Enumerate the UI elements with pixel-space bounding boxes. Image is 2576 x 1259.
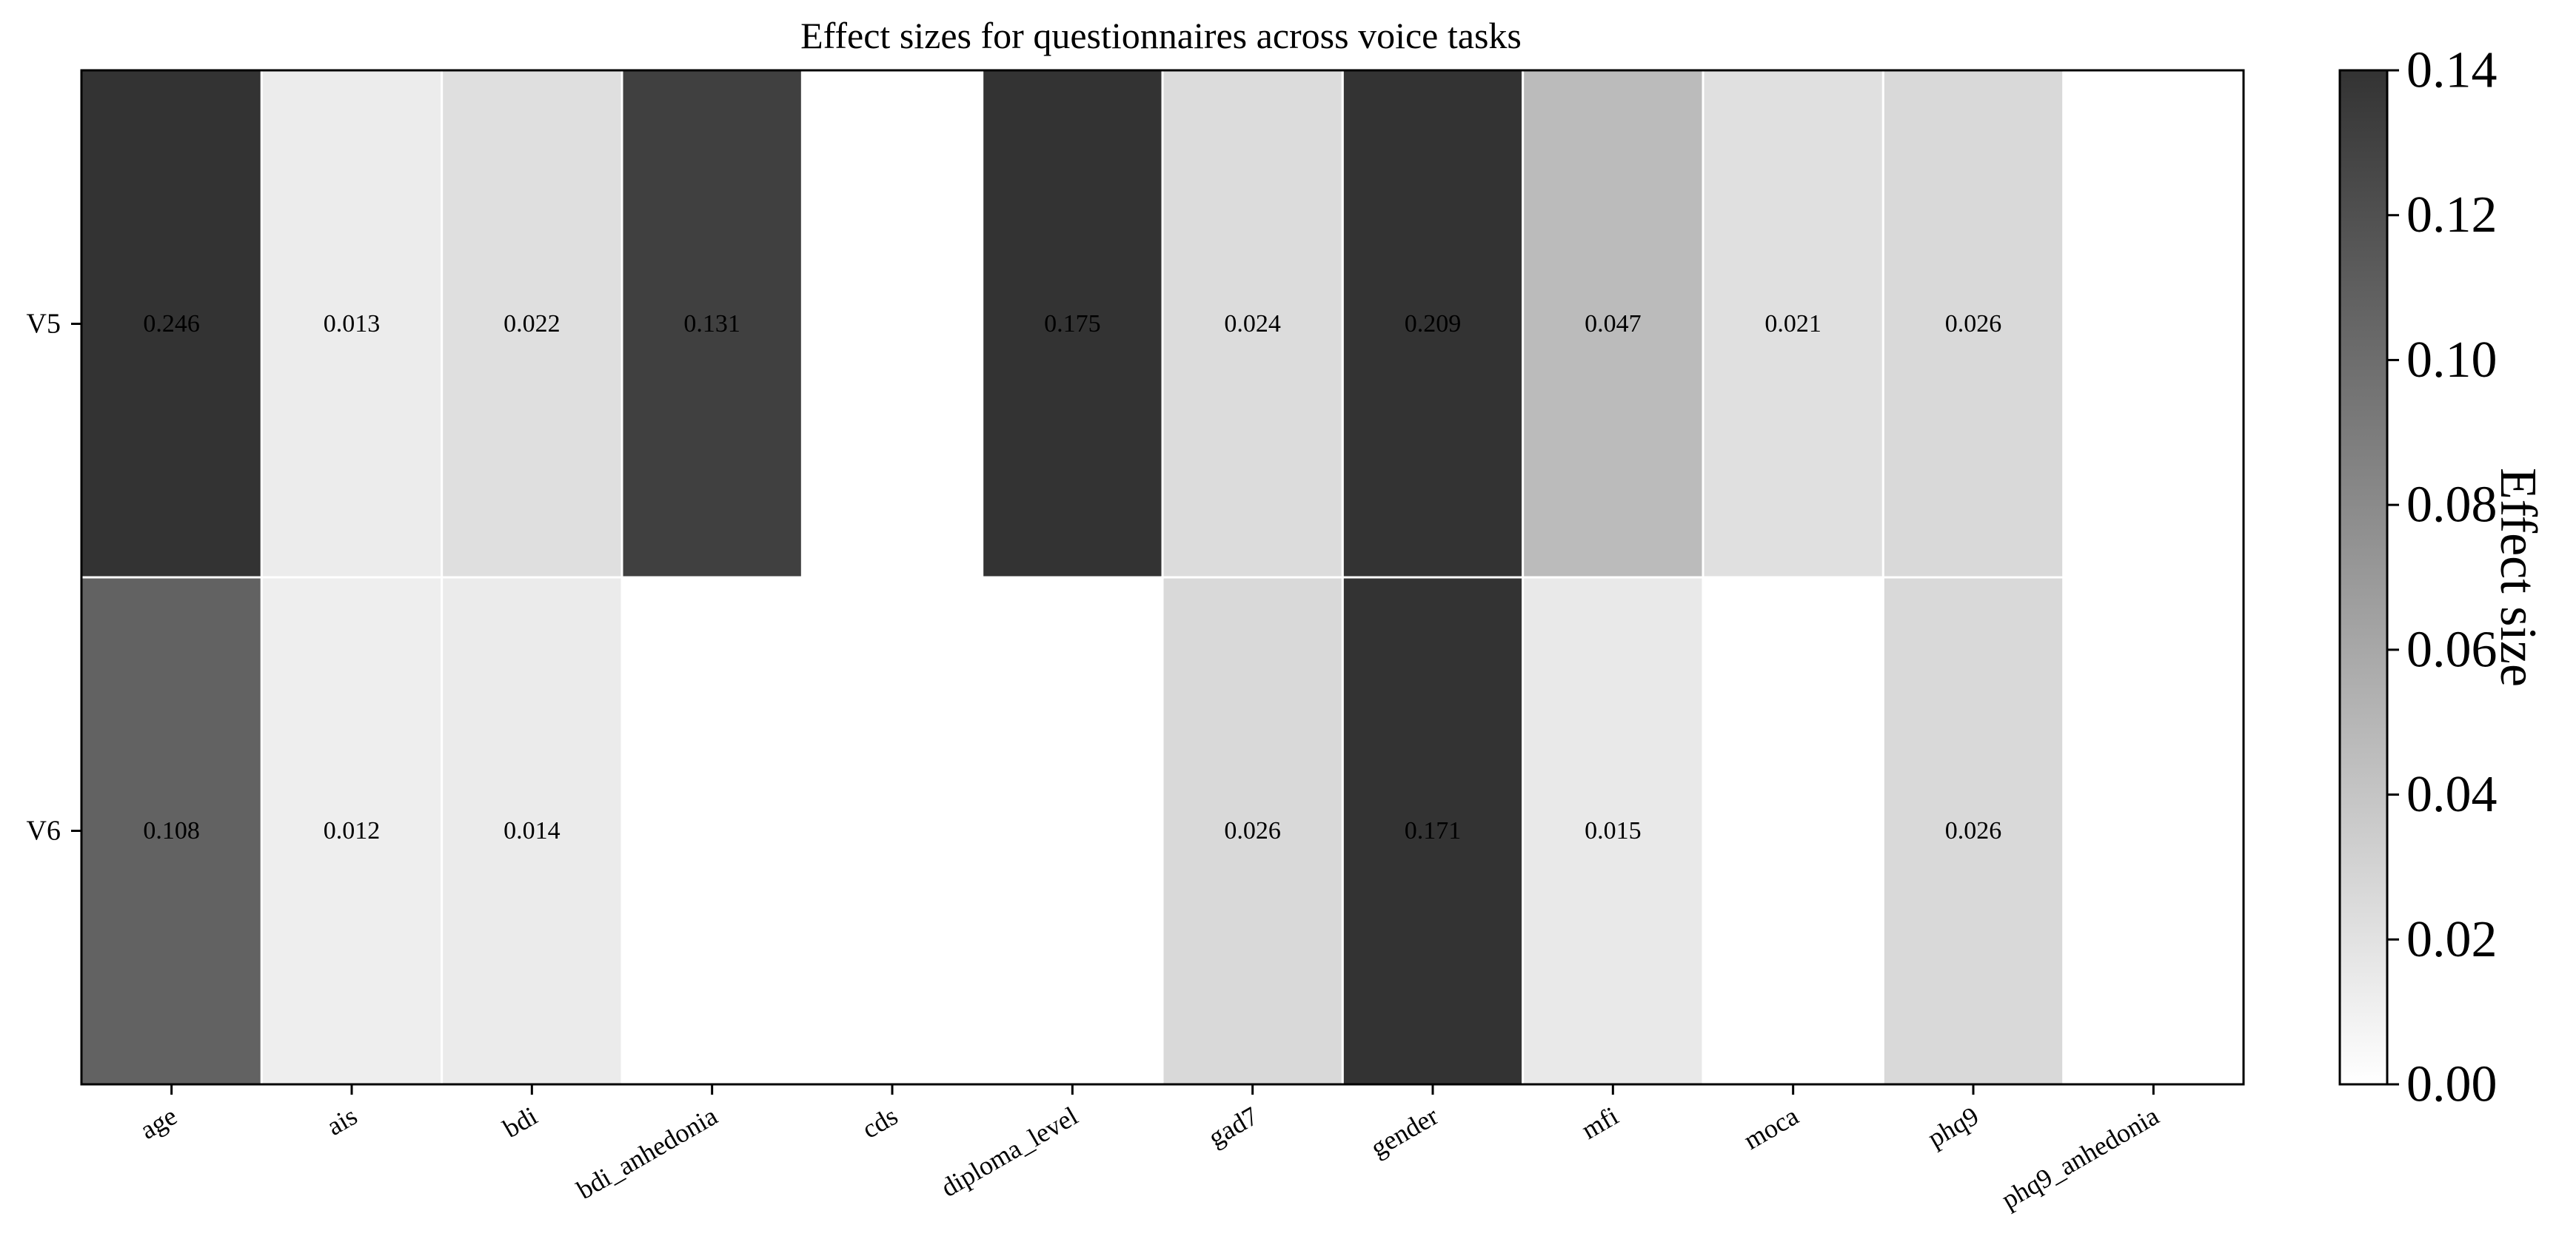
heatmap-cell [981, 69, 1164, 579]
heatmap-cell [1341, 576, 1525, 1086]
x-tick-label: moca [1739, 1101, 1804, 1155]
heatmap-cell [1881, 69, 2065, 579]
colorbar-tick-label: 0.08 [2406, 477, 2498, 534]
cell-value-label: 0.015 [1585, 817, 1642, 845]
cell-value-label: 0.012 [324, 817, 381, 845]
colorbar-tick-label: 0.00 [2406, 1056, 2498, 1113]
cell-value-label: 0.171 [1405, 817, 1462, 845]
plot-frame [80, 69, 2245, 1086]
heatmap-cell [1161, 69, 1344, 579]
x-tick-label: diploma_level [936, 1101, 1083, 1203]
cell-value-label: 0.026 [1224, 817, 1281, 845]
colorbar-tick-label: 0.12 [2406, 187, 2498, 244]
x-tick-label: ais [321, 1101, 362, 1141]
colorbar-tick-label: 0.02 [2406, 911, 2498, 968]
cell-value-label: 0.047 [1585, 310, 1642, 338]
heatmap-cell [620, 69, 803, 579]
cell-value-label: 0.021 [1764, 310, 1821, 338]
cell-value-label: 0.108 [143, 817, 200, 845]
cell-value-label: 0.026 [1945, 310, 2002, 338]
colorbar-tick-label: 0.10 [2406, 332, 2498, 389]
cell-value-label: 0.014 [504, 817, 561, 845]
heatmap-cell [260, 69, 444, 579]
heatmap-cell [441, 576, 623, 1086]
colorbar-tick-label: 0.06 [2406, 621, 2498, 678]
x-tick-label: phq9 [1923, 1101, 1984, 1153]
heatmap-cell [1161, 576, 1344, 1086]
colorbar-tick-label: 0.14 [2406, 42, 2498, 99]
heatmap-cell [1702, 69, 1884, 579]
cell-value-label: 0.209 [1405, 310, 1462, 338]
colorbar-tick-label: 0.04 [2406, 766, 2498, 823]
heatmap-cell [1522, 576, 1704, 1086]
x-tick-label: gad7 [1203, 1101, 1263, 1152]
x-tick-label: mfi [1576, 1101, 1623, 1145]
x-tick-label: bdi_anhedonia [572, 1101, 723, 1205]
x-tick-label: phq9_anhedonia [1996, 1101, 2164, 1215]
cell-value-label: 0.022 [504, 310, 561, 338]
x-tick-label: bdi [498, 1101, 542, 1144]
colorbar-label: Effect size [2489, 468, 2546, 687]
cell-value-label: 0.026 [1945, 817, 2002, 845]
y-tick-label: V6 [27, 816, 61, 847]
x-tick-label: gender [1365, 1101, 1443, 1163]
heatmap-cell [80, 69, 263, 579]
heatmap-cell [1881, 576, 2065, 1086]
chart-title: Effect sizes for questionnaires across v… [800, 15, 1522, 56]
cell-value-label: 0.013 [324, 310, 381, 338]
heatmap-cell [260, 576, 444, 1086]
cell-value-label: 0.024 [1224, 310, 1281, 338]
cell-value-label: 0.175 [1044, 310, 1101, 338]
cell-value-label: 0.131 [683, 310, 740, 338]
cell-value-label: 0.246 [143, 310, 200, 338]
y-tick-label: V5 [27, 309, 61, 340]
x-tick-label: cds [857, 1101, 903, 1144]
colorbar [2338, 69, 2389, 1086]
heatmap-cell [1522, 69, 1704, 579]
x-tick-label: age [135, 1101, 181, 1145]
